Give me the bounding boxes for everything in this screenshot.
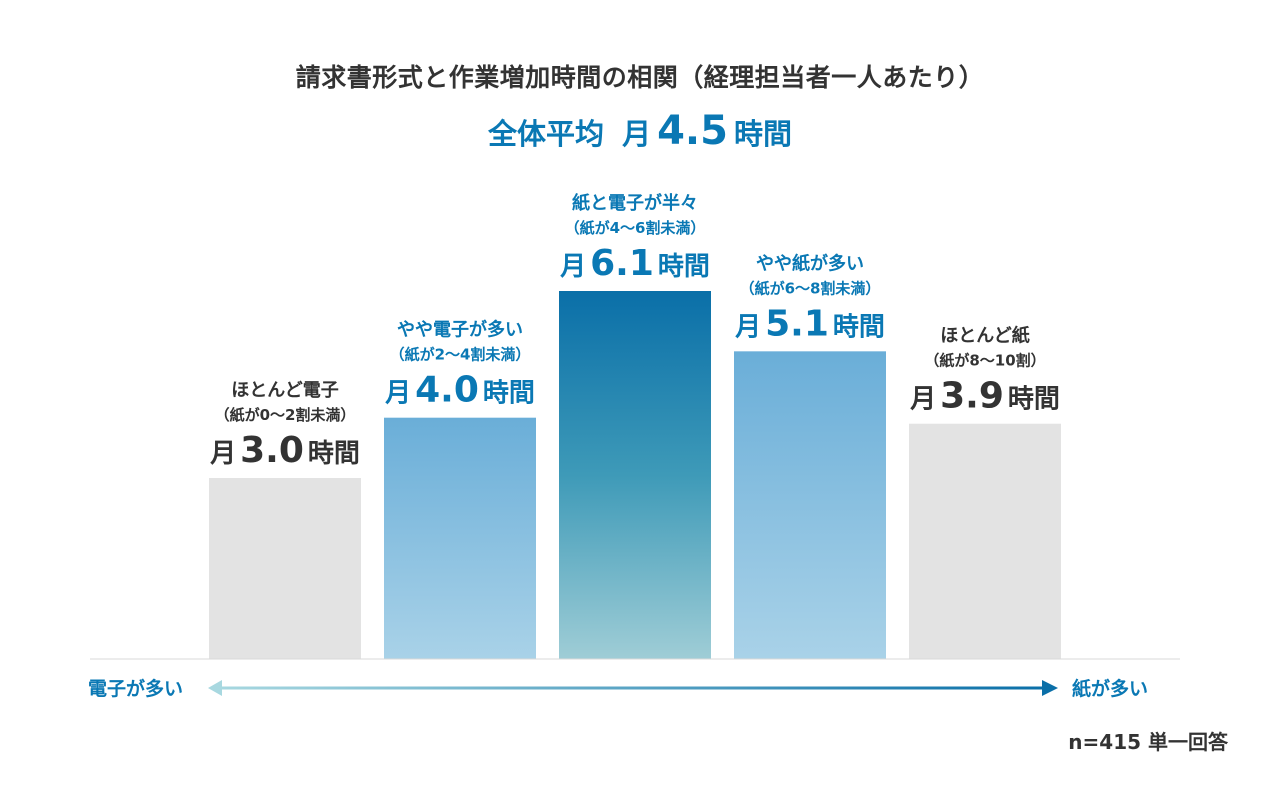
bar-value-label-5: 月 3.9 時間 bbox=[909, 376, 1060, 417]
sample-footnote: n=415 単一回答 bbox=[1068, 730, 1228, 754]
overall-average-prefix: 月 bbox=[622, 117, 652, 151]
bar-category-3: 紙と電子が半々 bbox=[572, 192, 698, 214]
bar-sublabel-1: （紙が0〜2割未満） bbox=[215, 406, 356, 424]
overall-average: 全体平均月 4.5 時間 bbox=[0, 108, 1280, 154]
bar-sublabel-3: （紙が4〜6割未満） bbox=[565, 219, 706, 237]
bar-sublabel-4: （紙が6〜8割未満） bbox=[740, 279, 881, 297]
overall-average-value: 4.5 bbox=[657, 108, 728, 154]
overall-average-unit: 時間 bbox=[733, 117, 792, 151]
bar-value-label-4: 月 5.1 時間 bbox=[734, 303, 885, 344]
bar-sublabel-2: （紙が2〜4割未満） bbox=[390, 346, 531, 364]
overall-average-label: 全体平均 bbox=[488, 117, 605, 151]
direction-arrow-shaft bbox=[216, 686, 1044, 690]
bar-value-label-2: 月 4.0 時間 bbox=[384, 370, 535, 411]
axis-right-label: 紙が多い bbox=[1072, 677, 1148, 700]
bar-1 bbox=[209, 478, 361, 659]
bar-category-2: やや電子が多い bbox=[397, 319, 523, 341]
axis-left-label: 電子が多い bbox=[88, 677, 183, 700]
bar-sublabel-5: （紙が8〜10割） bbox=[924, 352, 1045, 370]
bar-5 bbox=[909, 423, 1061, 659]
bar-category-5: ほとんど紙 bbox=[940, 325, 1029, 347]
bar-value-label-3: 月 6.1 時間 bbox=[559, 243, 710, 284]
direction-arrow-left-head bbox=[208, 680, 222, 696]
bar-category-1: ほとんど電子 bbox=[231, 380, 338, 401]
bar-category-4: やや紙が多い bbox=[756, 252, 864, 274]
bar-3 bbox=[559, 291, 711, 659]
bar-4 bbox=[734, 351, 886, 659]
bar-value-label-1: 月 3.0 時間 bbox=[209, 430, 360, 471]
direction-arrow-right-head bbox=[1042, 680, 1058, 696]
chart-title: 請求書形式と作業増加時間の相関（経理担当者一人あたり） bbox=[295, 63, 985, 92]
bar-2 bbox=[384, 417, 536, 659]
